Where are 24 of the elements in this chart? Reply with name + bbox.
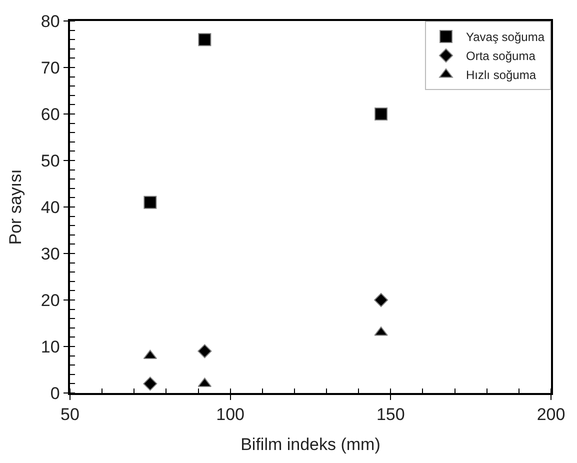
legend-label: Yavaş soğuma xyxy=(466,30,545,44)
y-tick-label: 40 xyxy=(40,198,60,217)
point xyxy=(144,196,157,209)
y-tick-label: 60 xyxy=(40,104,60,124)
x-axis-title: Bifilm indeks (mm) xyxy=(240,435,380,454)
y-tick-label: 50 xyxy=(40,151,60,170)
point xyxy=(198,33,212,46)
y-tick-label: 20 xyxy=(40,290,60,310)
y-tick-label: 30 xyxy=(40,244,60,264)
point xyxy=(374,108,388,120)
y-tick-label: 80 xyxy=(40,12,60,31)
y-axis-title: Por sayısı xyxy=(6,169,25,245)
x-tick-label: 100 xyxy=(216,405,245,424)
y-tick-label: 10 xyxy=(40,337,60,356)
x-tick-label: 150 xyxy=(376,405,405,424)
point xyxy=(198,344,212,358)
legend-label: Orta soğuma xyxy=(466,49,536,64)
x-tick-label: 200 xyxy=(536,405,566,424)
y-tick-label: 0 xyxy=(50,384,60,403)
x-tick-label: 50 xyxy=(60,405,80,424)
y-tick-label: 70 xyxy=(40,58,60,78)
point xyxy=(374,293,388,307)
legend-label: Hızlı soğuma xyxy=(466,68,536,82)
point xyxy=(143,376,158,391)
